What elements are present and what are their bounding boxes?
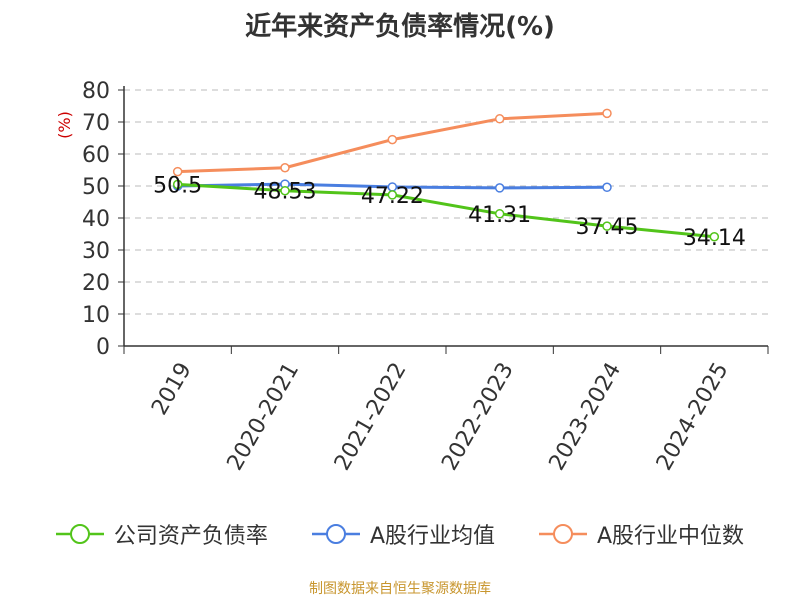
- legend-swatch-company-icon: [55, 524, 104, 544]
- y-tick-label: 20: [82, 271, 110, 296]
- y-tick-label: 70: [82, 111, 110, 136]
- y-tick-label: 60: [82, 143, 110, 168]
- data-label: 34.14: [683, 226, 746, 251]
- data-point: [494, 209, 505, 219]
- legend-label-industry-median: A股行业中位数: [597, 524, 745, 549]
- series-line: [177, 182, 715, 239]
- x-tick-label: 2020-2021: [223, 359, 305, 475]
- data-point: [709, 232, 720, 242]
- data-point: [387, 190, 398, 200]
- x-tick-label: 2022-2023: [437, 359, 519, 475]
- data-point: [602, 108, 612, 119]
- data-label: 50.5: [153, 173, 202, 198]
- y-tick-label: 50: [82, 175, 110, 200]
- data-point: [494, 183, 505, 193]
- data-point: [602, 221, 612, 231]
- legend-item-industry-mean[interactable]: A股行业均值: [311, 518, 495, 550]
- x-tick-label: 2024-2025: [652, 359, 734, 475]
- data-point: [172, 166, 183, 177]
- data-point: [280, 163, 290, 173]
- data-point: [602, 182, 612, 193]
- data-point: [172, 179, 183, 190]
- x-tick-label: 2021-2022: [330, 359, 412, 475]
- y-tick-label: 40: [82, 207, 110, 232]
- data-label: 47.22: [361, 184, 424, 209]
- legend-swatch-industry-mean-icon: [311, 524, 360, 544]
- chart-legend: 公司资产负债率 A股行业均值 A股行业中位数: [0, 518, 800, 550]
- x-tick-label: 2023-2024: [545, 359, 627, 475]
- line-chart: 0 10 20 30 40 50 60 70 80 (%) 2019 2020-2021 2021-20…: [55, 79, 769, 475]
- data-label: 37.45: [576, 215, 639, 240]
- chart-title: 近年来资产负债率情况(%): [245, 12, 555, 42]
- y-axis-label: (%): [55, 111, 74, 139]
- data-point: [494, 114, 505, 124]
- data-point: [387, 134, 398, 145]
- legend-item-company[interactable]: 公司资产负债率: [55, 518, 268, 550]
- data-point: [280, 185, 290, 196]
- legend-label-industry-mean: A股行业均值: [369, 524, 495, 549]
- legend-swatch-industry-median-icon: [539, 524, 587, 544]
- y-tick-label: 80: [82, 79, 110, 104]
- legend-label-company: 公司资产负债率: [113, 524, 268, 549]
- x-tick-label: 2019: [147, 359, 197, 420]
- data-label: 41.31: [468, 203, 531, 228]
- y-tick-label: 10: [82, 303, 110, 328]
- legend-item-industry-median[interactable]: A股行业中位数: [539, 518, 744, 550]
- y-tick-label: 30: [82, 239, 110, 264]
- data-label: 48.53: [254, 180, 317, 205]
- data-source-note: 制图数据来自恒生聚源数据库: [309, 581, 491, 597]
- y-tick-label: 0: [96, 335, 110, 360]
